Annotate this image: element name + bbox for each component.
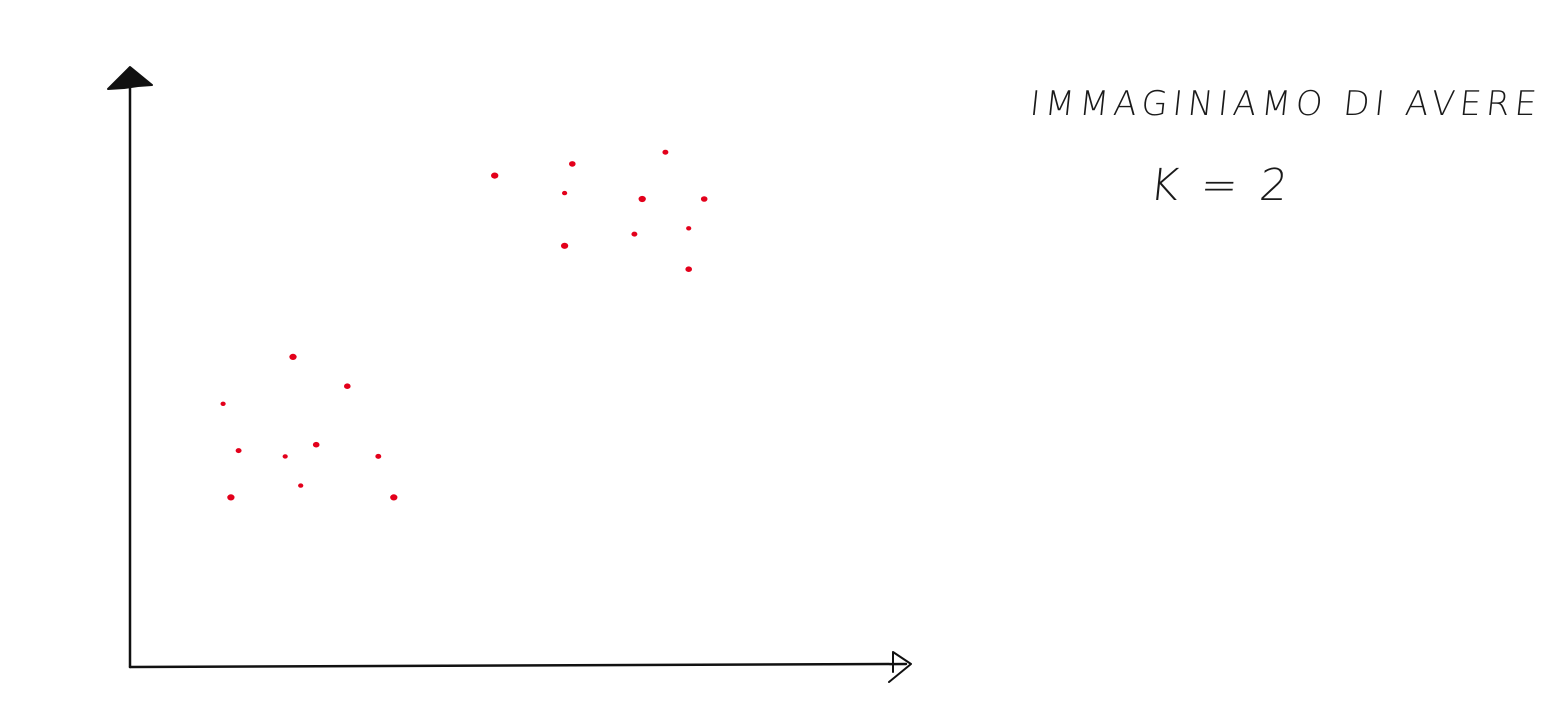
data-point (685, 266, 692, 273)
data-point (227, 494, 235, 501)
x-axis (128, 662, 908, 669)
data-point (686, 226, 692, 231)
annotation-imagine-having: IMMAGINIAMO DI AVERE (1027, 84, 1544, 124)
data-point (220, 401, 226, 407)
data-point (289, 353, 297, 360)
data-point (312, 441, 320, 448)
data-point (235, 448, 242, 454)
annotation-k-equals-2: K = 2 (1147, 160, 1295, 211)
data-point (662, 149, 669, 155)
data-point (390, 494, 398, 501)
data-point (638, 195, 646, 203)
data-point (375, 453, 382, 459)
data-point (491, 172, 499, 179)
data-point (344, 383, 351, 390)
y-axis-arrowhead (107, 66, 153, 90)
data-point (569, 161, 576, 167)
data-point (562, 190, 568, 196)
data-point (560, 242, 569, 249)
data-point (700, 196, 708, 202)
data-point (631, 231, 638, 237)
data-point (298, 483, 304, 488)
data-points (220, 149, 708, 501)
data-point (282, 454, 288, 459)
x-axis-arrowhead (888, 651, 912, 683)
